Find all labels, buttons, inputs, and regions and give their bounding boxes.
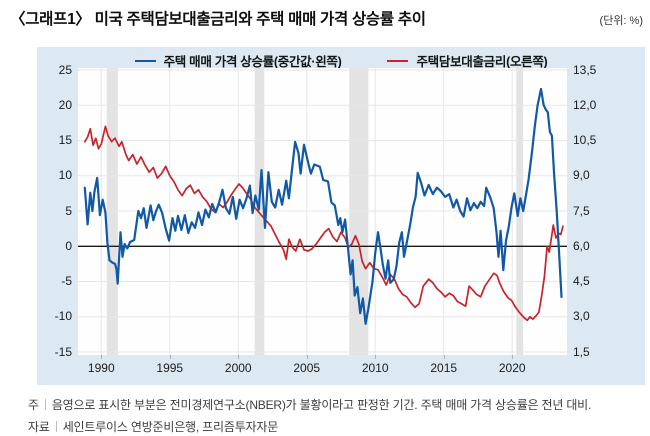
left-axis-tick-label: 5	[65, 203, 72, 218]
note-separator	[55, 420, 57, 432]
right-axis-tick-label: 6,0	[573, 238, 590, 253]
mortgage-rate-line	[83, 125, 564, 322]
x-axis-tickmark	[443, 355, 445, 359]
right-axis-tick-label: 12,0	[573, 97, 597, 112]
blue-line-marker-icon	[134, 59, 156, 62]
x-axis-tickmark	[238, 355, 240, 359]
note-text: 음영으로 표시한 부분은 전미경제연구소(NBER)가 불황이라고 판정한 기간…	[51, 398, 592, 412]
right-axis-tick-label: 7,5	[573, 203, 590, 218]
legend-item-home-price-growth: 주택 매매 가격 상승률(중간값·왼쪽)	[134, 51, 342, 70]
chart-panel: 주택 매매 가격 상승률(중간값·왼쪽) 주택담보대출금리(오른쪽)	[37, 47, 645, 385]
plot-area	[78, 68, 567, 355]
x-axis-tick-label: 2000	[224, 361, 252, 375]
x-axis-tickmark	[512, 355, 514, 359]
x-axis-tick-label: 2020	[498, 361, 526, 375]
x-axis-tickmark	[375, 355, 377, 359]
legend-label-home-price-growth: 주택 매매 가격 상승률(중간값·왼쪽)	[163, 55, 342, 69]
right-axis-tick-label: 13,5	[573, 62, 597, 77]
note-line-source-note: 주 음영으로 표시한 부분은 전미경제연구소(NBER)가 불황이라고 판정한 기…	[28, 395, 591, 417]
source-text: 세인트루이스 연방준비은행, 프리즘투자자문	[62, 419, 279, 434]
right-axis-tick-label: 4,5	[573, 274, 590, 288]
note-separator	[44, 399, 46, 410]
home-price-growth-line	[83, 87, 563, 325]
left-axis-tick-label: -5	[61, 274, 72, 288]
x-axis-tickmark	[306, 355, 308, 359]
left-axis-tick-label: 0	[65, 238, 72, 253]
x-axis-tick-label: 1990	[87, 361, 115, 375]
x-axis-tick-label: 1995	[156, 361, 184, 375]
left-axis-tick-label: 10	[58, 168, 72, 183]
legend-item-mortgage-rate: 주택담보대출금리(오른쪽)	[387, 51, 548, 70]
x-axis-tickmark	[101, 355, 103, 359]
legend-label-mortgage-rate: 주택담보대출금리(오른쪽)	[416, 55, 548, 69]
unit-label: (단위: %)	[599, 15, 643, 27]
right-axis-tick-label: 1,5	[573, 344, 590, 359]
left-axis-tick-label: 25	[58, 62, 72, 77]
source-label: 자료	[28, 419, 50, 434]
footnotes: 주 음영으로 표시한 부분은 전미경제연구소(NBER)가 불황이라고 판정한 기…	[28, 395, 591, 436]
x-axis-tickmark	[169, 355, 171, 359]
x-axis-tick-label: 2005	[293, 361, 321, 375]
page-title: 〈그래프1〉 미국 주택담보대출금리와 주택 매매 가격 상승률 추이	[10, 11, 426, 28]
note-label: 주	[28, 398, 39, 412]
right-axis-tick-label: 3,0	[573, 309, 590, 324]
legend: 주택 매매 가격 상승률(중간값·왼쪽) 주택담보대출금리(오른쪽)	[37, 51, 645, 70]
x-axis-tick-label: 2015	[430, 361, 458, 375]
left-axis-tick-label: -15	[54, 344, 72, 359]
left-axis-tick-label: 20	[58, 97, 72, 112]
red-line-marker-icon	[387, 59, 409, 62]
left-axis-tick-label: 15	[58, 133, 72, 147]
x-axis-tick-label: 2010	[361, 361, 389, 375]
right-axis-tick-label: 9,0	[573, 168, 590, 183]
right-axis-tick-label: 10,5	[573, 133, 597, 147]
note-line-data-source: 자료 세인트루이스 연방준비은행, 프리즘투자자문	[28, 417, 591, 436]
left-axis-tick-label: -10	[54, 309, 72, 324]
